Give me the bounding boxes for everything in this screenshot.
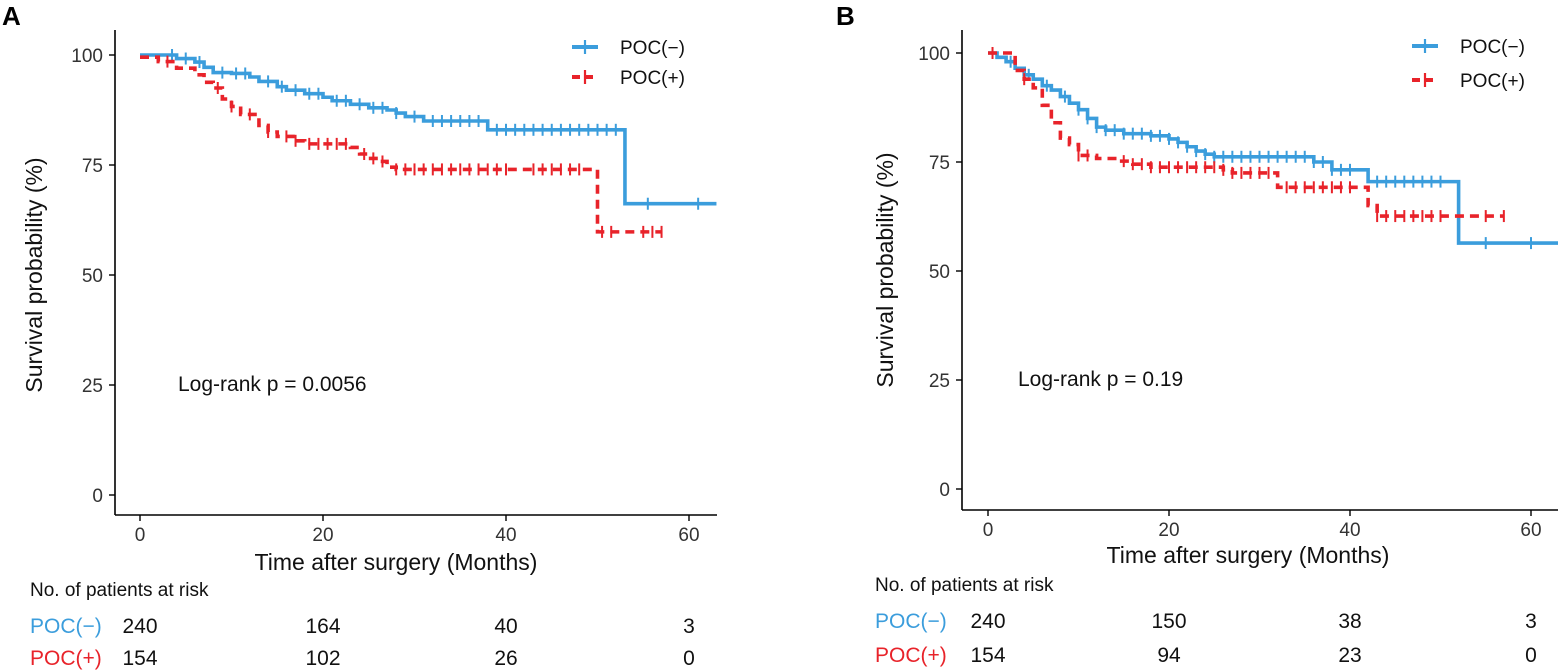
risk-table-b: No. of patients at risk POC(−) 240 150 3… <box>875 575 1537 667</box>
risk-row-label-b-poc-neg: POC(−) <box>875 610 947 633</box>
risk-value-b-neg-60: 3 <box>1525 610 1537 633</box>
risk-value-b-pos-60: 0 <box>1525 644 1537 667</box>
x-tick-label-a-60: 60 <box>678 525 699 546</box>
risk-table-title-b: No. of patients at risk <box>875 575 1054 596</box>
y-tick-label-b-25: 25 <box>929 371 950 392</box>
km-curve-poc-neg <box>140 53 717 206</box>
risk-row-label-a-poc-pos: POC(+) <box>30 647 102 670</box>
x-tick-label-b-0: 0 <box>983 520 994 541</box>
legend-b-label-poc-neg: POC(−) <box>1460 37 1525 58</box>
risk-value-a-neg-40: 40 <box>494 615 517 638</box>
x-tick-label-a-20: 20 <box>312 525 333 546</box>
risk-value-b-neg-20: 150 <box>1151 610 1186 633</box>
y-tick-label-a-75: 75 <box>82 156 103 177</box>
risk-table-title-a: No. of patients at risk <box>30 580 209 601</box>
plot-a-x-axis: 0 20 40 60 Time after surgery (Months) <box>115 514 717 575</box>
risk-value-a-neg-60: 3 <box>683 615 695 638</box>
x-tick-label-a-0: 0 <box>135 525 146 546</box>
y-tick-label-a-0: 0 <box>92 486 103 507</box>
legend-a-label-poc-neg: POC(−) <box>620 38 685 59</box>
y-tick-label-a-25: 25 <box>82 376 103 397</box>
risk-table-a: No. of patients at risk POC(−) 240 164 4… <box>30 580 695 670</box>
risk-value-b-neg-40: 38 <box>1338 610 1361 633</box>
y-tick-label-b-75: 75 <box>929 153 950 174</box>
log-rank-annotation-b: Log-rank p = 0.19 <box>1018 368 1183 391</box>
log-rank-annotation-a: Log-rank p = 0.0056 <box>178 373 367 396</box>
risk-row-label-b-poc-pos: POC(+) <box>875 644 947 667</box>
x-axis-title-a: Time after surgery (Months) <box>255 549 538 575</box>
legend-b-label-poc-pos: POC(+) <box>1460 71 1525 92</box>
y-tick-label-a-100: 100 <box>71 46 103 67</box>
risk-value-b-pos-20: 94 <box>1157 644 1181 667</box>
y-tick-label-b-0: 0 <box>939 480 950 501</box>
x-tick-label-a-40: 40 <box>495 525 516 546</box>
risk-value-a-pos-0: 154 <box>122 647 157 670</box>
plot-b-x-axis: 0 20 40 60 Time after surgery (Months) <box>962 509 1558 568</box>
x-tick-label-b-20: 20 <box>1158 520 1179 541</box>
y-axis-title-a: Survival probability (%) <box>21 157 47 392</box>
plot-b-y-axis: 100 75 50 25 0 Survival probability (%) <box>872 30 963 510</box>
panel-label-b: B <box>836 1 855 31</box>
risk-value-b-pos-40: 23 <box>1338 644 1361 667</box>
x-tick-label-b-40: 40 <box>1339 520 1360 541</box>
panel-label-a: A <box>2 1 21 31</box>
risk-value-b-pos-0: 154 <box>970 644 1005 667</box>
risk-value-a-neg-0: 240 <box>122 615 157 638</box>
y-tick-label-b-50: 50 <box>929 262 950 283</box>
y-tick-label-a-50: 50 <box>82 266 103 287</box>
risk-value-b-neg-0: 240 <box>970 610 1005 633</box>
y-tick-label-b-100: 100 <box>918 44 950 65</box>
legend-a-label-poc-pos: POC(+) <box>620 68 685 89</box>
km-curve-poc-pos <box>140 55 662 234</box>
panel-a: A 100 75 50 25 0 Survival probability (%… <box>2 1 717 670</box>
risk-value-a-neg-20: 164 <box>305 615 340 638</box>
legend-a: POC(−) POC(+) <box>572 38 685 89</box>
x-axis-title-b: Time after surgery (Months) <box>1107 542 1390 568</box>
risk-value-a-pos-60: 0 <box>683 647 695 670</box>
risk-row-label-a-poc-neg: POC(−) <box>30 615 102 638</box>
plot-a-curves <box>140 49 717 238</box>
plot-b-curves <box>988 47 1558 250</box>
legend-b: POC(−) POC(+) <box>1412 37 1525 92</box>
y-axis-title-b: Survival probability (%) <box>872 152 898 387</box>
risk-value-a-pos-20: 102 <box>305 647 340 670</box>
km-curve-poc-pos <box>988 51 1504 218</box>
panel-b: B 100 75 50 25 0 Survival probability (%… <box>836 1 1558 667</box>
x-tick-label-b-60: 60 <box>1520 520 1541 541</box>
risk-value-a-pos-40: 26 <box>494 647 517 670</box>
plot-a-y-axis: 100 75 50 25 0 Survival probability (%) <box>21 30 116 515</box>
